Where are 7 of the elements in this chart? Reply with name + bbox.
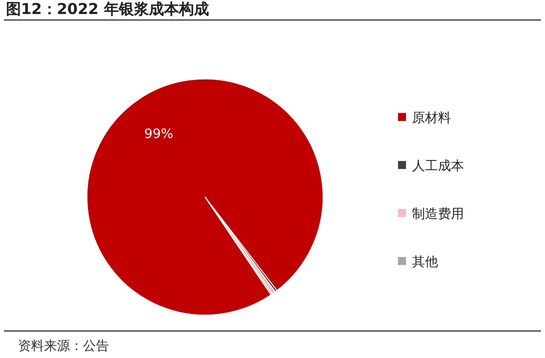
chart-title: 图12：2022 年银浆成本构成 xyxy=(6,0,209,18)
data-label: 99% xyxy=(144,126,174,142)
text: 资料来源：公告 xyxy=(18,339,109,354)
legend-label: 制造费用 xyxy=(412,207,464,222)
legend-label: 人工成本 xyxy=(412,159,464,174)
legend-label: 原材料 xyxy=(412,111,451,126)
legend-label: 其他 xyxy=(412,255,438,270)
